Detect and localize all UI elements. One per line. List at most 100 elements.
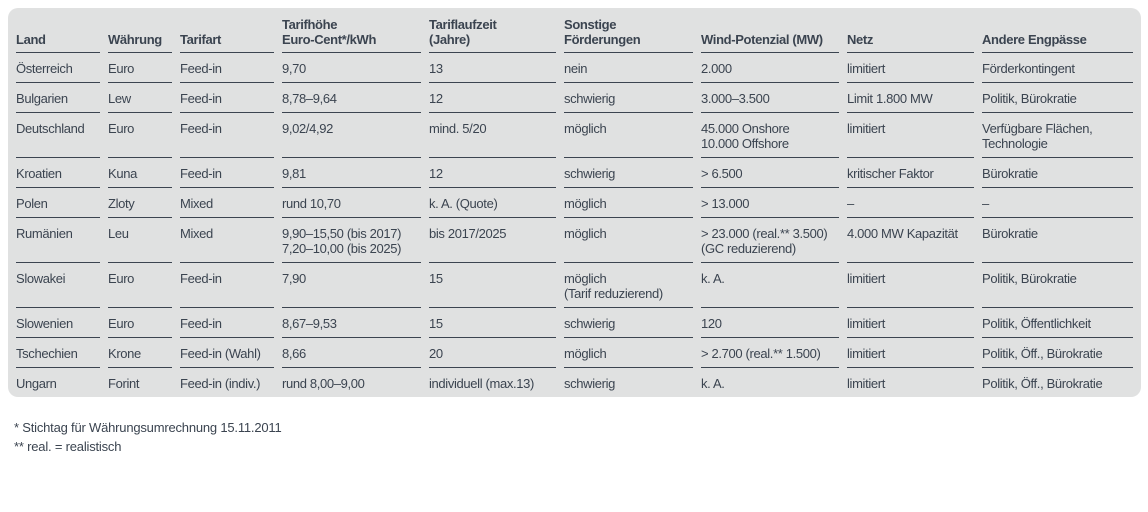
table-cell: 4.000 MW Kapazität	[847, 218, 974, 263]
table-cell: schwierig	[564, 83, 693, 113]
table-cell: schwierig	[564, 158, 693, 188]
table-cell: 8,66	[282, 338, 421, 368]
table-cell: 13	[429, 53, 556, 83]
table-cell: 120	[701, 308, 839, 338]
table-cell: Politik, Öff., Bürokratie	[982, 338, 1133, 368]
table-cell: Kuna	[108, 158, 172, 188]
table-cell: 9,70	[282, 53, 421, 83]
table-cell: k. A. (Quote)	[429, 188, 556, 218]
table-cell: Feed-in	[180, 113, 274, 158]
table-cell: 12	[429, 158, 556, 188]
table-cell: Polen	[16, 188, 100, 218]
table-cell: Österreich	[16, 53, 100, 83]
table-cell: 8,67–9,53	[282, 308, 421, 338]
table-row: Österreich Euro Feed-in 9,70 13 nein 2.000 limi…	[16, 53, 1133, 83]
table-row: Slowakei Euro Feed-in 7,90 15 möglich (Tarif …	[16, 263, 1133, 308]
table-cell: Feed-in (indiv.)	[180, 376, 261, 391]
table-cell: Limit 1.800 MW	[847, 83, 974, 113]
table-cell: > 6.500	[701, 158, 839, 188]
table-cell: 45.000 Onshore 10.000 Offshore	[701, 113, 839, 158]
table-cell: Feed-in	[180, 158, 274, 188]
table-cell: Lew	[108, 83, 172, 113]
table-cell: Rumänien	[16, 218, 100, 263]
table-cell: möglich (Tarif reduzierend)	[564, 263, 693, 308]
column-header: Tarifhöhe Euro-Cent*/kWh	[282, 8, 421, 53]
table-cell: Euro	[108, 263, 172, 308]
table-cell: mind. 5/20	[429, 113, 556, 158]
table-row: Slowenien Euro Feed-in 8,67–9,53 15 schwierig…	[16, 308, 1133, 338]
column-header: Land	[16, 8, 100, 53]
table-cell: 7,90	[282, 263, 421, 308]
table-cell: limitiert	[847, 308, 974, 338]
table-cell: 9,81	[282, 158, 421, 188]
table-cell: Tschechien	[16, 338, 100, 368]
table-cell: 3.000–3.500	[701, 83, 839, 113]
table-cell: Ungarn	[16, 376, 57, 391]
tariff-table: Land Währung Tarifart Tarifhöhe Euro-Cent*/…	[8, 8, 1141, 397]
table-cell: Bürokratie	[982, 158, 1133, 188]
table-cell: 15	[429, 263, 556, 308]
column-header: Währung	[108, 8, 172, 53]
table-cell: Politik, Öff., Bürokratie	[982, 376, 1103, 391]
table-cell: schwierig	[564, 376, 616, 391]
footnote-currency-date: * Stichtag für Währungsumrechnung 15.11.…	[14, 420, 282, 435]
column-header: Tarifart	[180, 8, 274, 53]
table-cell: möglich	[564, 338, 693, 368]
table-cell: k. A.	[701, 376, 725, 391]
column-header: Wind-Potenzial (MW)	[701, 8, 839, 53]
tariff-table-card: Land Währung Tarifart Tarifhöhe Euro-Cent*/…	[8, 8, 1141, 397]
table-cell: Feed-in	[180, 53, 274, 83]
table-row: Kroatien Kuna Feed-in 9,81 12 schwierig > 6.50…	[16, 158, 1133, 188]
table-row: Polen Zloty Mixed rund 10,70 k. A. (Quote) mö…	[16, 188, 1133, 218]
table-cell: Slowenien	[16, 308, 100, 338]
table-row: Tschechien Krone Feed-in (Wahl) 8,66 20 mögli…	[16, 338, 1133, 368]
table-cell: Deutschland	[16, 113, 100, 158]
table-cell: rund 10,70	[282, 188, 421, 218]
table-cell: Leu	[108, 218, 172, 263]
table-cell: k. A.	[701, 263, 839, 308]
table-cell: limitiert	[847, 376, 886, 391]
table-cell: bis 2017/2025	[429, 218, 556, 263]
table-cell: –	[982, 188, 1133, 218]
table-cell: Politik, Bürokratie	[982, 263, 1133, 308]
table-cell: schwierig	[564, 308, 693, 338]
table-cell: limitiert	[847, 263, 974, 308]
table-cell: kritischer Faktor	[847, 158, 974, 188]
table-cell: > 23.000 (real.** 3.500) (GC reduzierend…	[701, 218, 839, 263]
table-cell: > 2.700 (real.** 1.500)	[701, 338, 839, 368]
table-cell: Mixed	[180, 188, 274, 218]
table-cell: möglich	[564, 218, 693, 263]
table-cell: Feed-in	[180, 83, 274, 113]
table-row: Bulgarien Lew Feed-in 8,78–9,64 12 schwierig 3…	[16, 83, 1133, 113]
table-cell: nein	[564, 53, 693, 83]
column-header: Andere Engpässe	[982, 8, 1133, 53]
table-row: Rumänien Leu Mixed 9,90–15,50 (bis 2017) 7,…	[16, 218, 1133, 263]
table-cell: rund 8,00–9,00	[282, 376, 365, 391]
table-header-row: Land Währung Tarifart Tarifhöhe Euro-Cent*/…	[16, 8, 1133, 53]
table-cell: möglich	[564, 188, 693, 218]
table-cell: > 13.000	[701, 188, 839, 218]
table-cell: individuell (max.13)	[429, 376, 534, 391]
table-cell: –	[847, 188, 974, 218]
table-body: Österreich Euro Feed-in 9,70 13 nein 2.000 limi…	[16, 53, 1133, 397]
table-cell: Euro	[108, 308, 172, 338]
table-cell: Mixed	[180, 218, 274, 263]
table-cell: Feed-in	[180, 308, 274, 338]
table-cell: möglich	[564, 113, 693, 158]
table-cell: Feed-in	[180, 263, 274, 308]
table-cell: 8,78–9,64	[282, 83, 421, 113]
table-cell: Politik, Öffentlichkeit	[982, 308, 1133, 338]
column-header: Sonstige Förderungen	[564, 8, 693, 53]
table-cell: Euro	[108, 53, 172, 83]
table-cell: Feed-in (Wahl)	[180, 338, 274, 368]
table-cell: 12	[429, 83, 556, 113]
table-cell: Bulgarien	[16, 83, 100, 113]
table-cell: 9,90–15,50 (bis 2017) 7,20–10,00 (bis 20…	[282, 218, 421, 263]
table-cell: Förderkontingent	[982, 53, 1133, 83]
table-row: Ungarn Forint Feed-in (indiv.) rund 8,00–9,…	[16, 368, 1133, 397]
table-cell: limitiert	[847, 338, 974, 368]
table-cell: limitiert	[847, 113, 974, 158]
table-cell: limitiert	[847, 53, 974, 83]
table-cell: 20	[429, 338, 556, 368]
table-cell: 2.000	[701, 53, 839, 83]
